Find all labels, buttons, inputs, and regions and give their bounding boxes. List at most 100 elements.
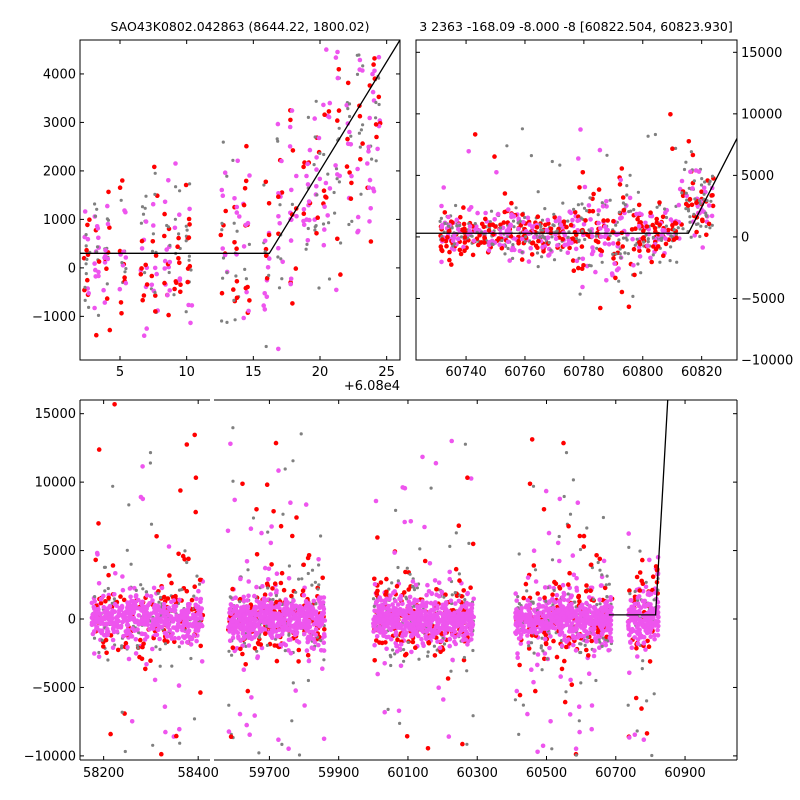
data-point [568, 222, 574, 228]
data-point [299, 432, 303, 436]
data-point [189, 303, 195, 308]
data-point [422, 558, 428, 564]
data-point [358, 157, 363, 162]
data-point [289, 108, 295, 113]
data-point [223, 208, 228, 214]
data-point [648, 213, 653, 219]
data-point [583, 588, 589, 594]
data-point [566, 618, 572, 624]
data-point [440, 237, 445, 242]
data-point [497, 242, 503, 247]
data-point [141, 641, 146, 647]
data-point [227, 649, 231, 653]
data-point [314, 224, 318, 228]
data-point [606, 648, 611, 653]
data-point [687, 196, 693, 202]
data-point [562, 658, 567, 664]
data-point [542, 585, 548, 590]
data-point [514, 598, 519, 603]
data-point [291, 459, 295, 463]
data-point [391, 605, 397, 611]
data-point [411, 584, 415, 589]
data-point [356, 228, 361, 234]
data-point [521, 703, 526, 707]
data-point [169, 599, 174, 605]
data-point [151, 223, 156, 228]
data-point [243, 285, 249, 291]
data-point [587, 619, 592, 625]
data-point [419, 636, 424, 642]
data-point [370, 89, 376, 95]
data-point [246, 568, 250, 572]
data-point [548, 719, 553, 724]
data-point [374, 638, 379, 643]
data-point [89, 600, 95, 606]
data-point [661, 253, 666, 258]
data-point [126, 656, 132, 662]
right-panel-title: 3 2363 -168.09 -8.000 -8 [60822.504, 608… [419, 19, 733, 34]
data-point [599, 627, 605, 632]
data-point [111, 625, 116, 630]
data-point [670, 223, 675, 228]
data-point [412, 597, 417, 602]
data-point [531, 607, 537, 613]
data-point [557, 600, 563, 606]
data-point [424, 629, 429, 634]
data-point [579, 244, 585, 249]
data-point [529, 154, 534, 158]
data-point [172, 639, 177, 645]
data-point [657, 200, 662, 205]
y-tick-label: 0 [68, 261, 76, 276]
data-point [113, 571, 118, 576]
data-point [660, 236, 664, 240]
data-point [547, 625, 552, 630]
data-point [647, 659, 653, 664]
data-point [594, 678, 598, 683]
data-point [221, 256, 226, 260]
data-point [192, 717, 197, 721]
data-point [138, 272, 144, 277]
data-point [523, 239, 527, 243]
data-point [608, 607, 613, 613]
data-point [588, 196, 592, 200]
data-point [391, 609, 397, 614]
data-point [151, 622, 157, 627]
data-point [402, 612, 407, 618]
data-point [704, 224, 708, 229]
data-point [383, 592, 388, 597]
data-point [124, 267, 128, 271]
data-point [298, 624, 304, 630]
data-point [110, 563, 116, 568]
data-point [651, 244, 656, 249]
data-point [178, 289, 183, 295]
data-point [585, 615, 590, 620]
data-point [384, 646, 389, 652]
data-point [321, 222, 326, 226]
data-point [302, 703, 307, 708]
data-point [527, 644, 531, 648]
data-point [123, 270, 127, 274]
data-point [279, 612, 285, 618]
data-point [150, 646, 155, 652]
data-point [322, 112, 327, 117]
data-point [360, 68, 365, 73]
data-point [153, 293, 158, 298]
data-point [546, 221, 551, 226]
data-point [237, 214, 242, 219]
data-point [637, 248, 642, 253]
data-point [178, 189, 182, 193]
data-point [462, 227, 467, 232]
data-point [586, 203, 592, 208]
data-point [588, 229, 593, 233]
data-point [631, 246, 637, 252]
data-point [264, 482, 270, 488]
data-point [124, 622, 130, 628]
data-point [427, 561, 433, 566]
data-point [158, 595, 163, 600]
data-point [185, 602, 191, 607]
data-point [270, 617, 276, 622]
data-point [317, 176, 323, 182]
data-point [93, 557, 98, 563]
data-point [377, 102, 381, 107]
data-point [252, 713, 257, 718]
